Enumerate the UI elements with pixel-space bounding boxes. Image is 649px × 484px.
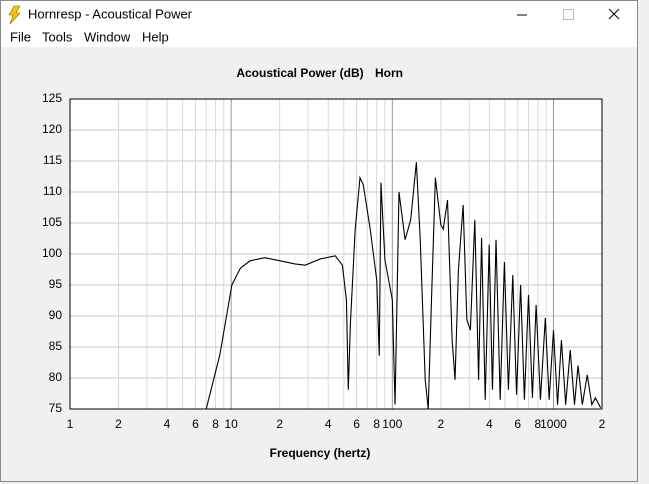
x-tick-label: 2 [437, 417, 444, 431]
y-tick-label: 80 [49, 370, 63, 384]
menu-item[interactable]: Window [84, 29, 131, 44]
data-line [205, 162, 602, 410]
x-tick-label: 6 [514, 417, 521, 431]
window-title: Hornresp - Acoustical Power [28, 6, 193, 21]
x-tick-label: 8 [212, 417, 219, 431]
menu-item[interactable]: File [10, 29, 31, 44]
y-tick-label: 105 [42, 215, 62, 229]
chart-title: Acoustical Power (dB) [236, 66, 363, 80]
maximize-button[interactable] [563, 9, 574, 20]
y-tick-label: 120 [42, 122, 62, 136]
close-button[interactable] [608, 8, 620, 20]
menu-bar [1, 30, 637, 47]
x-tick-label: 4 [486, 417, 493, 431]
x-tick-label: 2 [599, 417, 606, 431]
y-tick-label: 125 [42, 91, 62, 105]
x-tick-label: 10 [224, 417, 238, 431]
x-tick-label: 1 [67, 417, 74, 431]
app-icon [8, 5, 21, 25]
x-tick-label: 1000 [540, 417, 567, 431]
menu-item[interactable]: Help [142, 29, 169, 44]
x-tick-label: 100 [382, 417, 402, 431]
plot-frame [69, 98, 603, 410]
y-tick-label: 110 [43, 184, 62, 198]
y-tick-label: 95 [49, 277, 63, 291]
y-tick-label: 100 [42, 246, 62, 260]
window-border [0, 0, 638, 482]
x-tick-label: 2 [115, 417, 122, 431]
x-tick-label: 4 [325, 417, 332, 431]
y-tick-label: 85 [49, 339, 63, 353]
menu-item[interactable]: Tools [42, 29, 73, 44]
chart-subtitle: Horn [375, 66, 403, 80]
y-tick-label: 90 [49, 308, 63, 322]
x-tick-label: 6 [353, 417, 360, 431]
x-tick-label: 4 [164, 417, 171, 431]
x-axis-label: Frequency (hertz) [270, 446, 371, 460]
y-tick-label: 115 [43, 153, 62, 167]
x-tick-label: 6 [192, 417, 199, 431]
title-bar [1, 1, 637, 30]
x-tick-label: 8 [535, 417, 542, 431]
x-tick-label: 8 [373, 417, 380, 431]
x-tick-label: 2 [276, 417, 283, 431]
y-tick-label: 75 [49, 401, 63, 415]
